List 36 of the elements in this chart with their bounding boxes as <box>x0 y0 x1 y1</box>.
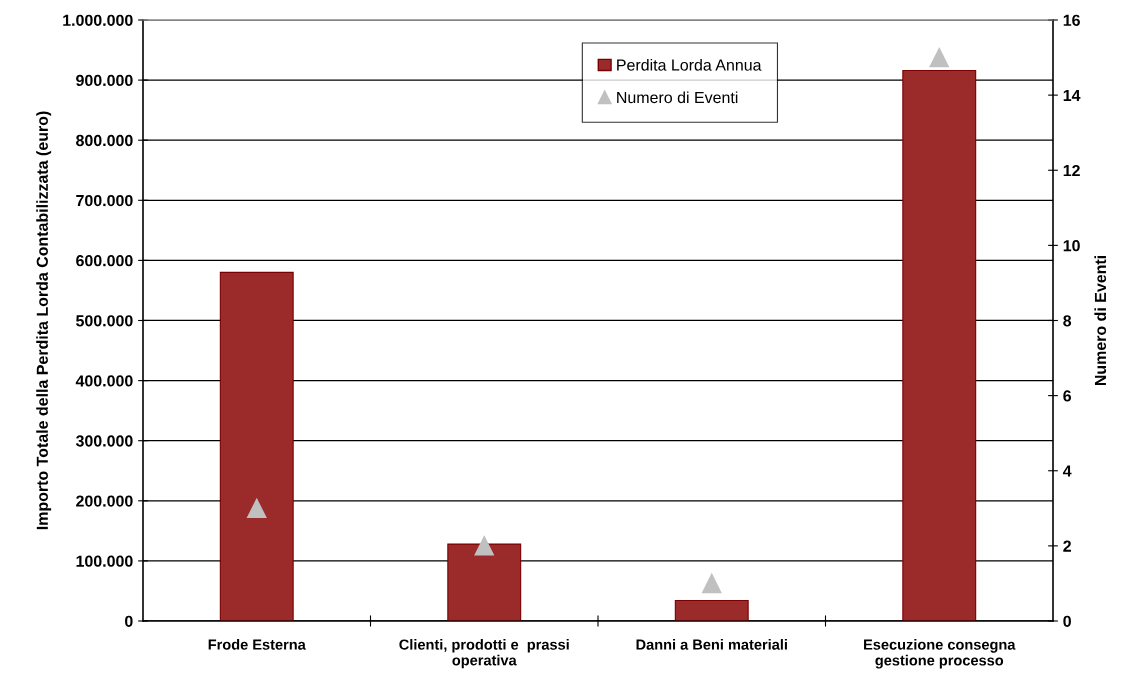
point <box>247 498 267 519</box>
y-tick-label: 300.000 <box>75 435 133 447</box>
point <box>929 47 949 68</box>
y-tick-label: 1.000.000 <box>63 14 133 26</box>
y-tick-label: 600.000 <box>76 255 133 267</box>
y2-tick-label: 8 <box>1063 315 1072 327</box>
y2-tick-label: 12 <box>1063 164 1080 177</box>
y2-tick-label: 10 <box>1063 240 1080 252</box>
bar <box>219 271 294 621</box>
bar <box>674 600 749 621</box>
point <box>474 536 494 556</box>
y2-tick-label: 6 <box>1063 390 1072 402</box>
y2-tick-label: 4 <box>1062 465 1072 477</box>
y2-tick-label: 0 <box>1063 615 1071 627</box>
y-tick-label: 800.000 <box>76 134 133 147</box>
bar <box>902 69 977 621</box>
legend-label: Perdita Lorda Annua <box>617 58 762 71</box>
y2-tick-label: 2 <box>1063 540 1071 552</box>
y-tick-label: 100.000 <box>76 555 133 567</box>
y-tick-label: 500.000 <box>76 315 133 327</box>
y-tick-label: 900.000 <box>76 74 133 87</box>
bar <box>447 543 522 621</box>
y-tick-label: 200.000 <box>76 495 133 507</box>
x-tick-label: Danni a Beni materiali <box>636 639 787 650</box>
y2-tick-label: 14 <box>1063 89 1081 101</box>
y-tick-label: 700.000 <box>76 194 133 207</box>
x-tick-label: Esecuzione consegna gestione processo <box>864 639 1016 669</box>
y2-axis-title: Numero di Eventi <box>1094 255 1107 386</box>
y-tick-label: 0 <box>125 615 133 627</box>
legend-label: Numero di Eventi <box>617 91 738 104</box>
y2-tick-label: 16 <box>1063 14 1080 26</box>
point <box>702 573 722 594</box>
y-tick-label: 400.000 <box>75 375 133 387</box>
y-axis-title: Importo Totale della Perdita Lorda Contabilizzata (euro) <box>36 111 52 530</box>
x-tick-label: Clienti, prodotti e prassi operativa <box>399 639 569 669</box>
x-tick-label: Frode Esterna <box>208 639 306 650</box>
